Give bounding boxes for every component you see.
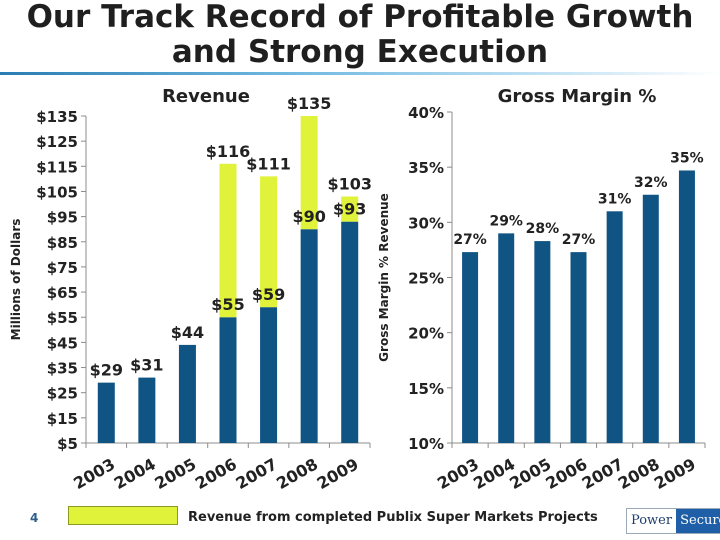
- data-label-total: $116: [206, 142, 251, 161]
- company-logo: Power Secure: [626, 508, 720, 534]
- bar-revenue-publix: [300, 116, 318, 230]
- data-label-margin: 29%: [489, 213, 523, 229]
- y-tick-label: $135: [36, 108, 78, 126]
- chart-title: Revenue: [162, 86, 250, 107]
- bar-revenue-publix: [219, 163, 237, 318]
- data-label-total: $135: [287, 94, 332, 113]
- bar-revenue-base: [97, 382, 115, 443]
- x-tick-label: 2003: [70, 454, 118, 493]
- bar-gross-margin: [462, 252, 479, 443]
- title-line-1: Our Track Record of Profitable Growth: [26, 0, 694, 35]
- charts-canvas: Revenue Millions of Dollars $5 $15 $25 $35 $45…: [9, 86, 706, 493]
- y-tick-label: 20%: [408, 325, 444, 343]
- x-tick-label: 2009: [651, 454, 699, 493]
- data-label-base: $29: [90, 361, 123, 380]
- bar-revenue-publix: [341, 196, 359, 222]
- data-label-margin: 27%: [562, 232, 596, 248]
- data-label-margin: 31%: [598, 191, 632, 207]
- y-tick-label: $75: [47, 259, 78, 277]
- bar-gross-margin: [534, 241, 551, 443]
- bar-revenue-publix: [260, 176, 278, 308]
- chart-title: Gross Margin %: [498, 86, 657, 107]
- y-axis-label: Millions of Dollars: [9, 219, 23, 341]
- y-tick-label: $95: [47, 209, 78, 227]
- data-label-total: $103: [327, 174, 372, 193]
- bar-gross-margin: [606, 211, 623, 443]
- slide-title: Our Track Record of Profitable Growth an…: [0, 0, 720, 70]
- data-label-base: $55: [211, 295, 244, 314]
- y-tick-label: $15: [47, 410, 78, 428]
- x-tick-label: 2009: [314, 454, 362, 493]
- title-divider: [0, 72, 720, 75]
- bar-revenue-base: [138, 377, 156, 443]
- bar-gross-margin: [570, 252, 587, 443]
- bar-gross-margin: [498, 233, 515, 443]
- x-tick-label: 2004: [111, 454, 159, 493]
- logo-text-power: Power: [627, 509, 677, 533]
- bar-revenue-base: [178, 344, 196, 443]
- data-label-base: $93: [333, 200, 366, 219]
- y-axis-label: Gross Margin % Revenue: [377, 193, 391, 362]
- x-tick-label: 2007: [233, 454, 281, 493]
- bar-gross-margin: [678, 170, 695, 443]
- data-label-base: $31: [130, 356, 163, 375]
- data-label-base: $44: [171, 323, 204, 342]
- y-tick-label: 30%: [408, 214, 444, 232]
- x-tick-label: 2008: [273, 454, 321, 493]
- y-tick-label: $115: [36, 158, 78, 176]
- y-tick-label: 25%: [408, 270, 444, 288]
- bar-gross-margin: [642, 194, 659, 443]
- y-tick-label: 35%: [408, 159, 444, 177]
- bar-revenue-base: [300, 229, 318, 443]
- bar-revenue-base: [260, 307, 278, 443]
- data-label-total: $111: [246, 154, 291, 173]
- y-tick-label: $55: [47, 309, 78, 327]
- y-tick-label: $105: [36, 183, 78, 201]
- data-label-margin: 27%: [453, 232, 487, 248]
- y-tick-label: 10%: [408, 435, 444, 453]
- bar-revenue-base: [341, 221, 359, 443]
- y-tick-label: $25: [47, 385, 78, 403]
- y-tick-label: $125: [36, 133, 78, 151]
- data-label-margin: 35%: [670, 150, 704, 166]
- data-label-base: $90: [292, 207, 325, 226]
- y-tick-label: $35: [47, 360, 78, 378]
- y-tick-label: $5: [57, 435, 78, 453]
- x-tick-label: 2006: [192, 454, 240, 493]
- y-tick-label: 15%: [408, 380, 444, 398]
- title-line-2: and Strong Execution: [171, 34, 549, 70]
- y-tick-label: $45: [47, 334, 78, 352]
- y-tick-label: $65: [47, 284, 78, 302]
- bar-revenue-base: [219, 317, 237, 443]
- page-number: 4: [30, 511, 39, 525]
- legend-swatch-publix: [68, 506, 178, 525]
- legend-label-publix: Revenue from completed Publix Super Mark…: [188, 510, 598, 525]
- data-label-margin: 28%: [526, 221, 560, 237]
- data-label-margin: 32%: [634, 175, 668, 191]
- y-tick-label: 40%: [408, 104, 444, 122]
- x-tick-label: 2005: [151, 454, 199, 493]
- logo-text-secure: Secure: [676, 509, 720, 533]
- data-label-base: $59: [252, 285, 285, 304]
- y-tick-label: $85: [47, 234, 78, 252]
